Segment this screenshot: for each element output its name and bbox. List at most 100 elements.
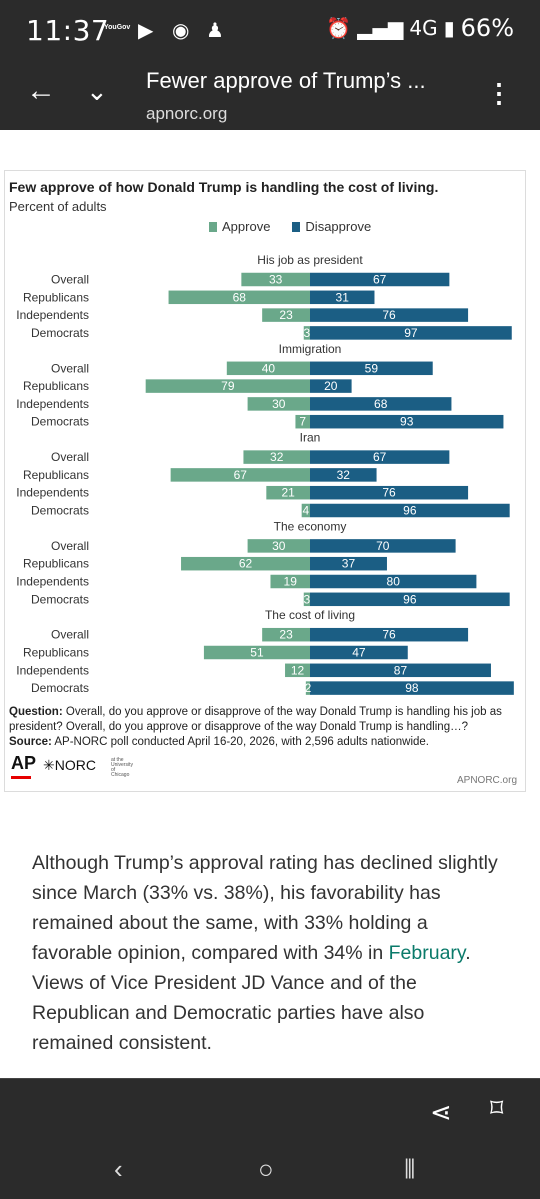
approve-value-label: 19: [284, 575, 298, 589]
source-label: Source:: [9, 736, 52, 748]
approve-value-label: 32: [270, 450, 284, 464]
approve-bar: [262, 627, 310, 642]
group-title: The cost of living: [265, 608, 355, 622]
disapprove-bar: [310, 361, 433, 376]
bookmark-icon[interactable]: ⌑: [490, 1093, 504, 1123]
disapprove-bar: [310, 290, 375, 305]
row-label: Democrats: [31, 504, 89, 518]
chart-credit: APNORC.org: [456, 775, 517, 786]
chart-card: Few approve of how Donald Trump is handl…: [4, 170, 526, 792]
chevron-down-icon[interactable]: ⌄: [86, 76, 108, 106]
nav-home-icon[interactable]: ○: [258, 1154, 274, 1184]
row-label: Independents: [16, 663, 89, 677]
approve-value-label: 40: [262, 361, 276, 375]
row-label: Independents: [16, 397, 89, 411]
disapprove-bar: [310, 681, 514, 695]
battery-level: 66%: [460, 14, 514, 42]
youtube-notification-icon: ▶: [138, 20, 154, 42]
row-label: Democrats: [31, 415, 89, 429]
disapprove-bar: [310, 539, 456, 553]
approve-value-label: 3: [304, 592, 311, 606]
approve-value-label: 62: [239, 557, 253, 571]
more-vert-icon[interactable]: ⋮: [486, 78, 512, 108]
approve-value-label: 79: [221, 379, 235, 393]
disapprove-value-label: 76: [382, 308, 396, 322]
status-bar: 11:37 YouGov ▶ ◉ ♟ ⏰ ▂▄▆ 4G ▮ 66%: [0, 0, 540, 62]
signal-icon: ▂▄▆: [357, 16, 404, 40]
disapprove-value-label: 76: [382, 486, 396, 500]
alarm-icon: ⏰: [326, 16, 352, 40]
approve-value-label: 23: [279, 628, 293, 642]
row-label: Republicans: [23, 379, 89, 393]
approve-bar: [270, 574, 310, 589]
disapprove-bar: [310, 397, 452, 411]
disapprove-bar: [310, 663, 491, 678]
legend-item-approve: Approve: [209, 219, 270, 234]
group-title: His job as president: [257, 253, 363, 267]
approve-value-label: 12: [291, 663, 305, 677]
approve-bar: [181, 556, 310, 571]
february-link[interactable]: February: [388, 942, 466, 964]
disapprove-bar: [310, 485, 469, 500]
approve-bar: [305, 681, 310, 695]
app-notification-icon: ◉: [172, 20, 190, 42]
group-title: The economy: [274, 519, 347, 533]
approve-bar: [295, 414, 310, 429]
disapprove-value-label: 32: [337, 468, 351, 482]
approve-value-label: 7: [299, 415, 306, 429]
approve-bar: [170, 468, 310, 482]
article-text-1: Although Trump’s approval rating has dec…: [32, 852, 498, 964]
clock: 11:37: [26, 14, 110, 47]
approve-bar: [285, 663, 310, 678]
approve-value-label: 33: [269, 273, 283, 287]
status-icons: ⏰ ▂▄▆ 4G ▮ 66%: [326, 14, 514, 42]
approve-value-label: 21: [281, 486, 295, 500]
disapprove-bar: [310, 326, 512, 340]
arrow-left-icon[interactable]: ←: [26, 74, 56, 107]
disapprove-value-label: 93: [400, 415, 414, 429]
disapprove-value-label: 97: [404, 326, 418, 340]
page-title: Fewer approve of Trump’s ...: [146, 68, 426, 93]
nav-back-icon[interactable]: ‹: [114, 1154, 123, 1184]
group-title: Immigration: [279, 342, 342, 356]
disapprove-value-label: 47: [352, 646, 366, 660]
approve-value-label: 30: [272, 539, 286, 553]
row-label: Overall: [51, 539, 89, 553]
legend-label-approve: Approve: [222, 219, 271, 234]
row-label: Republicans: [23, 646, 89, 660]
disapprove-bar: [310, 592, 510, 607]
share-icon[interactable]: ⋖: [430, 1097, 452, 1127]
row-label: Independents: [16, 308, 89, 322]
article-paragraph: Although Trump’s approval rating has dec…: [32, 848, 502, 1058]
chart-question-note: Question: Overall, do you approve or dis…: [9, 705, 521, 750]
row-label: Overall: [51, 628, 89, 642]
disapprove-value-label: 96: [403, 504, 417, 518]
disapprove-bar: [310, 450, 450, 464]
disapprove-bar: [310, 574, 477, 589]
row-label: Democrats: [31, 326, 89, 340]
approve-bar: [247, 539, 310, 553]
disapprove-value-label: 59: [365, 361, 379, 375]
legend-swatch-approve: [209, 221, 217, 232]
approve-bar: [145, 379, 310, 393]
disapprove-value-label: 67: [373, 450, 387, 464]
approve-value-label: 3: [304, 326, 311, 340]
approve-bar: [168, 290, 310, 305]
row-label: Democrats: [31, 592, 89, 606]
disapprove-value-label: 31: [336, 290, 350, 304]
row-label: Overall: [51, 273, 89, 287]
nav-recents-icon[interactable]: ⦀: [404, 1154, 416, 1184]
norc-logo-subtext: at the University of Chicago: [111, 757, 133, 778]
disapprove-value-label: 87: [394, 663, 408, 677]
yougov-notification-icon: YouGov: [104, 24, 131, 31]
system-nav-bar: ‹ ○ ⦀: [0, 1144, 540, 1199]
approve-bar: [301, 503, 310, 518]
approve-value-label: 4: [302, 504, 309, 518]
row-label: Overall: [51, 450, 89, 464]
approve-bar: [262, 308, 310, 322]
chart-title: Few approve of how Donald Trump is handl…: [9, 179, 439, 195]
approve-bar: [243, 450, 310, 464]
battery-icon: ▮: [443, 16, 455, 40]
article-text-2: . Views of Vice President JD Vance and o…: [32, 942, 471, 1054]
